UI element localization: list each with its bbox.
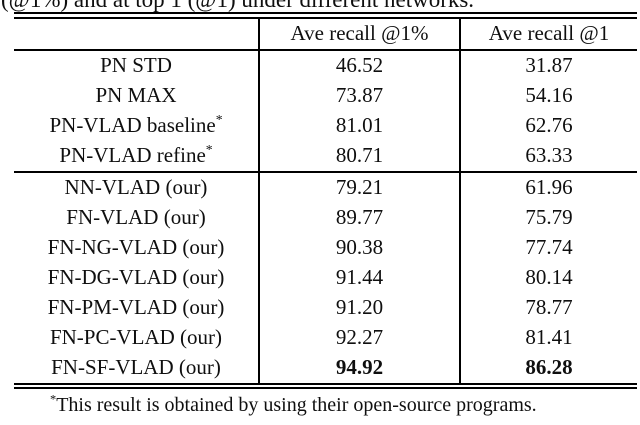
method-label: FN-DG-VLAD (our) <box>47 265 225 289</box>
footnote-text: This result is obtained by using their o… <box>56 394 537 416</box>
method-label: FN-VLAD (our) <box>66 205 206 229</box>
header-row: Ave recall @1% Ave recall @1 <box>14 18 637 51</box>
method-footnote-marker: * <box>205 142 213 157</box>
recall-1pct-value: 81.01 <box>258 110 460 141</box>
caption-text: (@1%) and at top 1 (@1) under different … <box>1 0 640 12</box>
method-label: FN-PC-VLAD (our) <box>49 325 223 349</box>
recall-1-value: 63.33 <box>459 140 637 172</box>
recall-1-value: 31.87 <box>459 49 637 81</box>
table-row: PN-VLAD refine* 80.71 63.33 <box>14 140 637 172</box>
table-row: NN-VLAD (our) 79.21 61.96 <box>14 170 637 203</box>
results-table: Ave recall @1% Ave recall @1 PN STD 46.5… <box>14 12 637 389</box>
recall-1-value: 54.16 <box>459 80 637 111</box>
table-row: PN-VLAD baseline* 81.01 62.76 <box>14 110 637 141</box>
table-row: FN-NG-VLAD (our) 90.38 77.74 <box>14 232 637 263</box>
header-recall-1pct: Ave recall @1% <box>258 18 460 51</box>
table-row-best: FN-SF-VLAD (our) 94.92 86.28 <box>14 352 637 383</box>
method-label: FN-SF-VLAD (our) <box>51 355 221 379</box>
table-bottom-double-rule <box>14 382 637 389</box>
recall-1pct-value: 91.44 <box>258 262 460 293</box>
table-row: FN-DG-VLAD (our) 91.44 80.14 <box>14 262 637 293</box>
recall-1pct-value: 79.21 <box>258 170 460 203</box>
recall-1-value: 77.74 <box>459 232 637 263</box>
method-label: PN MAX <box>95 83 177 107</box>
method-label: FN-PM-VLAD (our) <box>47 295 225 319</box>
method-label: PN-VLAD baseline <box>49 113 216 137</box>
table-row: PN STD 46.52 31.87 <box>14 49 637 81</box>
recall-1pct-value: 46.52 <box>258 49 460 81</box>
method-footnote-marker: * <box>215 112 223 127</box>
recall-1pct-value: 89.77 <box>258 202 460 233</box>
method-label: FN-NG-VLAD (our) <box>47 235 225 259</box>
recall-1-value: 86.28 <box>459 352 637 383</box>
table-row: FN-VLAD (our) 89.77 75.79 <box>14 202 637 233</box>
table-row: FN-PM-VLAD (our) 91.20 78.77 <box>14 292 637 323</box>
recall-1-value: 61.96 <box>459 170 637 203</box>
method-label: PN STD <box>100 53 172 77</box>
method-label: PN-VLAD refine <box>59 143 206 167</box>
recall-1pct-value: 73.87 <box>258 80 460 111</box>
table-row: PN MAX 73.87 54.16 <box>14 80 637 111</box>
recall-results-table: Ave recall @1% Ave recall @1 PN STD 46.5… <box>14 18 637 383</box>
header-method-cell <box>14 18 259 51</box>
table-row: FN-PC-VLAD (our) 92.27 81.41 <box>14 322 637 353</box>
recall-1-value: 62.76 <box>459 110 637 141</box>
caption-fragment: (@1%) and at top 1 (@1) under different … <box>1 0 640 12</box>
footnote: *This result is obtained by using their … <box>0 392 640 418</box>
table-top-double-rule <box>14 12 637 19</box>
recall-1pct-value: 92.27 <box>258 322 460 353</box>
recall-1-value: 78.77 <box>459 292 637 323</box>
recall-1pct-value: 91.20 <box>258 292 460 323</box>
method-label: NN-VLAD (our) <box>64 175 208 199</box>
recall-1-value: 80.14 <box>459 262 637 293</box>
footnote-marker: * <box>50 392 57 407</box>
recall-1pct-value: 90.38 <box>258 232 460 263</box>
recall-1pct-value: 80.71 <box>258 140 460 172</box>
recall-1pct-value: 94.92 <box>258 352 460 383</box>
header-recall-1: Ave recall @1 <box>459 18 637 51</box>
recall-1-value: 75.79 <box>459 202 637 233</box>
recall-1-value: 81.41 <box>459 322 637 353</box>
